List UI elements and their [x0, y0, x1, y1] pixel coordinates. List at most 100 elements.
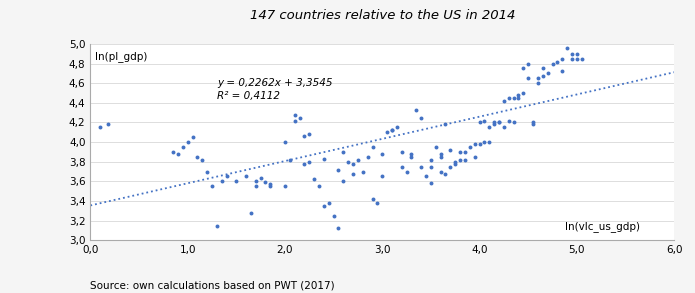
Text: 147 countries relative to the US in 2014: 147 countries relative to the US in 2014 — [250, 9, 515, 22]
Point — [557, 56, 568, 61]
Point — [464, 145, 475, 149]
Point — [348, 161, 359, 166]
Text: y = 0,2262x + 3,3545: y = 0,2262x + 3,3545 — [217, 78, 332, 88]
Point — [566, 51, 578, 56]
Point — [489, 122, 500, 127]
Point — [440, 122, 451, 127]
Point — [571, 56, 582, 61]
Point — [489, 120, 500, 125]
Point — [367, 197, 378, 201]
Point — [518, 91, 529, 96]
Point — [528, 120, 539, 125]
Point — [416, 115, 427, 120]
Point — [576, 56, 587, 61]
Point — [479, 140, 490, 144]
Point — [206, 184, 218, 189]
Point — [304, 159, 315, 164]
Point — [479, 118, 490, 123]
Point — [279, 184, 291, 189]
Point — [299, 161, 310, 166]
Point — [318, 204, 329, 208]
Point — [562, 45, 573, 50]
Point — [450, 159, 461, 164]
Point — [240, 174, 252, 179]
Point — [391, 125, 402, 130]
Point — [571, 51, 582, 56]
Point — [445, 164, 456, 169]
Point — [377, 151, 388, 156]
Point — [396, 164, 407, 169]
Point — [513, 93, 524, 97]
Point — [557, 69, 568, 74]
Point — [177, 145, 188, 149]
Point — [396, 149, 407, 154]
Point — [508, 96, 519, 100]
Point — [343, 159, 354, 164]
Point — [450, 161, 461, 166]
Point — [498, 125, 509, 130]
Point — [357, 169, 368, 174]
Point — [455, 149, 466, 154]
Point — [537, 66, 548, 71]
Point — [435, 154, 446, 159]
Point — [362, 154, 373, 159]
Point — [328, 213, 339, 218]
Point — [182, 140, 193, 144]
Point — [518, 66, 529, 71]
Point — [547, 61, 558, 66]
Point — [304, 132, 315, 137]
Point — [367, 145, 378, 149]
Point — [435, 151, 446, 156]
Point — [503, 96, 514, 100]
Point — [455, 157, 466, 162]
Point — [474, 120, 485, 125]
Point — [566, 56, 578, 61]
Point — [221, 174, 232, 179]
Point — [493, 120, 505, 125]
Point — [289, 118, 300, 123]
Point — [537, 74, 548, 79]
Point — [250, 179, 261, 184]
Point — [523, 61, 534, 66]
Point — [528, 122, 539, 127]
Point — [386, 128, 398, 133]
Point — [338, 179, 349, 184]
Point — [265, 184, 276, 189]
Point — [313, 184, 325, 189]
Point — [299, 134, 310, 139]
Point — [420, 174, 432, 179]
Point — [503, 118, 514, 123]
Point — [260, 180, 271, 185]
Point — [279, 140, 291, 144]
Point — [401, 169, 412, 174]
Point — [532, 76, 543, 81]
Point — [411, 107, 422, 112]
Point — [95, 125, 106, 130]
Point — [469, 154, 480, 159]
Point — [192, 154, 203, 159]
Point — [542, 71, 553, 76]
Text: ln(vlc_us_gdp): ln(vlc_us_gdp) — [565, 222, 640, 232]
Point — [440, 171, 451, 176]
Point — [245, 210, 256, 215]
Point — [348, 172, 359, 177]
Point — [289, 112, 300, 117]
Point — [386, 128, 398, 133]
Point — [333, 226, 344, 231]
Text: R² = 0,4112: R² = 0,4112 — [217, 91, 280, 101]
Point — [255, 176, 266, 181]
Point — [445, 148, 456, 152]
Point — [552, 59, 563, 64]
Point — [284, 157, 295, 162]
Point — [294, 115, 305, 120]
Point — [216, 179, 227, 184]
Point — [382, 130, 393, 135]
Point — [406, 154, 417, 159]
Point — [484, 125, 495, 130]
Point — [172, 151, 183, 156]
Point — [406, 151, 417, 156]
Point — [318, 156, 329, 161]
Point — [323, 201, 334, 205]
Text: Source: own calculations based on PWT (2017): Source: own calculations based on PWT (2… — [90, 280, 335, 290]
Point — [513, 96, 524, 100]
